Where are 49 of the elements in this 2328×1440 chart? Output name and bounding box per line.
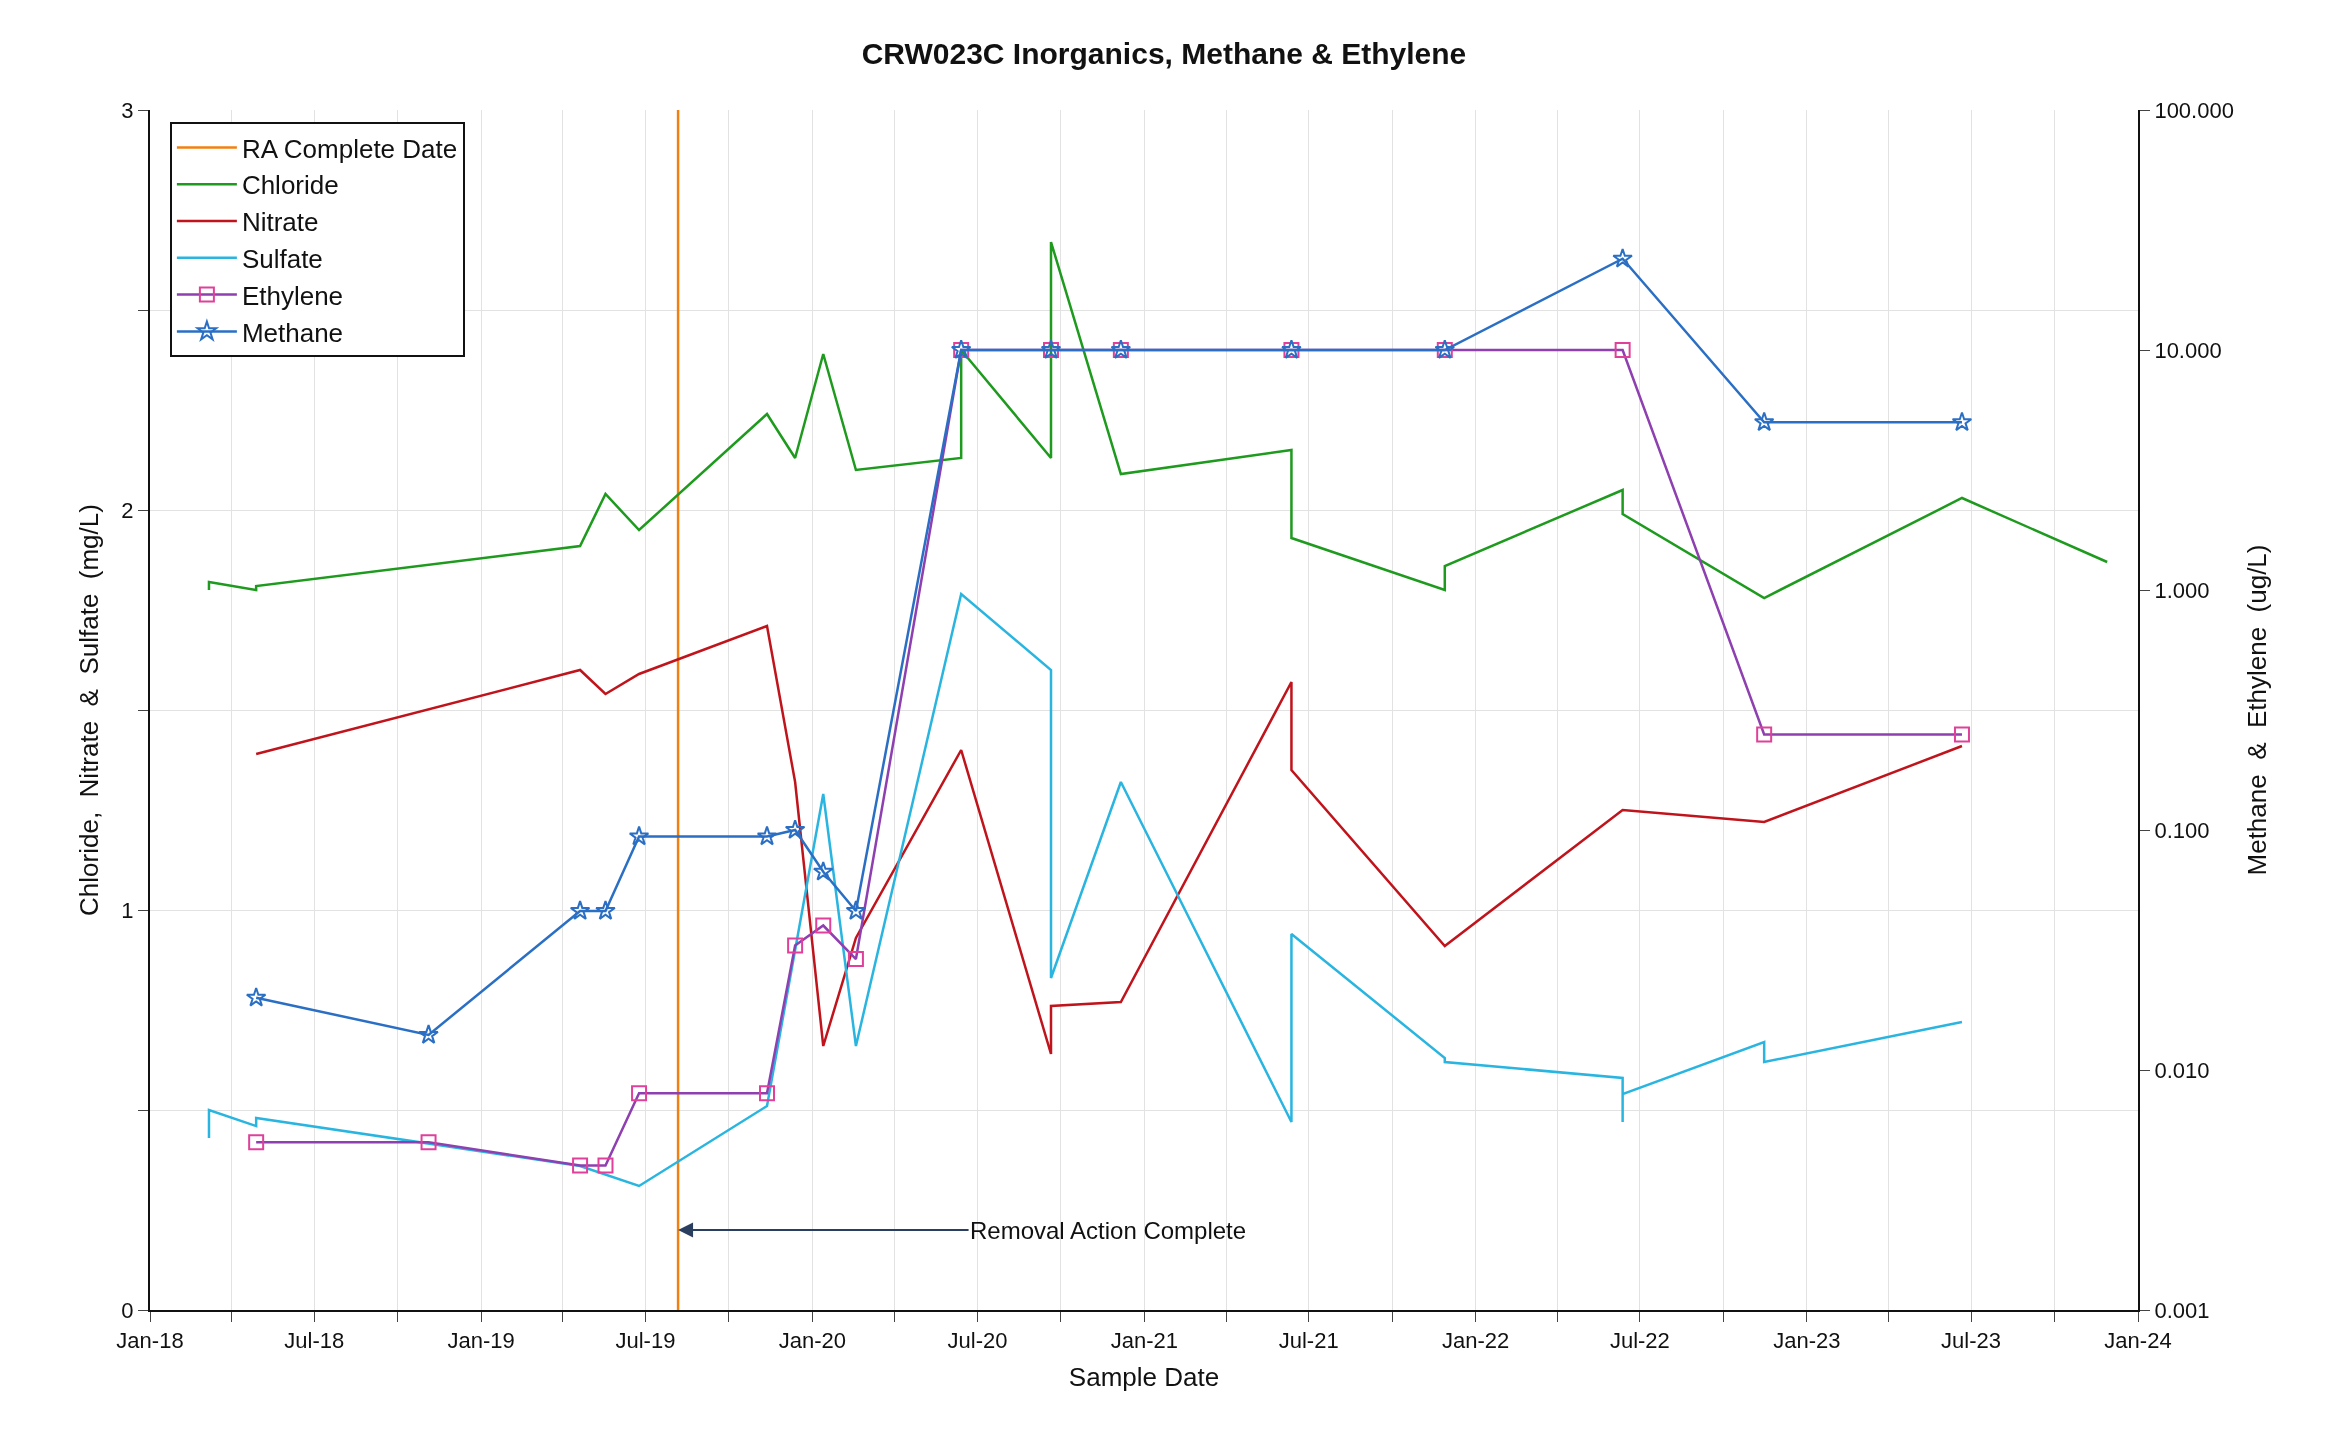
- line-series: [254, 624, 1964, 1056]
- y2-tick-label: 100.000: [2154, 97, 2234, 123]
- annotation: Removal Action Complete: [970, 1217, 1247, 1244]
- line-series: [207, 592, 1964, 1188]
- point: [245, 986, 267, 1007]
- point: [1612, 247, 1633, 268]
- chart-title: CRW023C Inorganics, Methane & Ethylene: [861, 37, 1467, 71]
- y-tick-label: 2: [121, 497, 134, 523]
- y-tick-label: 1: [121, 897, 134, 923]
- point: [628, 825, 650, 846]
- y-tick-label: 3: [121, 97, 134, 123]
- x-tick-label: Jan-21: [1110, 1328, 1179, 1354]
- x-tick-label: Jul-19: [615, 1328, 676, 1354]
- x-tick-label: Jan-24: [2104, 1328, 2172, 1354]
- x-tick-label: Jan-20: [778, 1328, 846, 1354]
- point: [1753, 411, 1775, 432]
- point: [569, 900, 591, 920]
- point: [812, 860, 834, 881]
- line-series: [207, 240, 2109, 600]
- x-tick-label: Jan-22: [1442, 1328, 1510, 1354]
- legend-label: Nitrate: [241, 207, 319, 238]
- legend-label: Ethylene: [241, 280, 344, 311]
- point: [1951, 411, 1973, 432]
- x-tick-label: Jul-18: [284, 1328, 345, 1354]
- point: [784, 819, 806, 839]
- point: [845, 900, 867, 920]
- y2-axis-title: Methane & Ethylene (ug/L): [2242, 544, 2273, 876]
- y2-tick-label: 0.100: [2154, 817, 2210, 843]
- y-axis-title: Chloride, Nitrate & Sulfate (mg/L): [74, 504, 105, 916]
- x-tick-label: Jul-20: [947, 1328, 1008, 1354]
- y2-tick-label: 0.001: [2154, 1297, 2210, 1323]
- legend-label: Chloride: [241, 170, 339, 201]
- legend-label: Sulfate: [241, 243, 323, 274]
- x-tick-label: Jan-23: [1773, 1328, 1841, 1354]
- x-tick-label: Jul-23: [1941, 1328, 2002, 1354]
- x-axis-title: Sample Date: [1068, 1361, 1220, 1392]
- y2-tick-label: 0.010: [2154, 1057, 2210, 1083]
- y-tick-label: 0: [121, 1297, 134, 1323]
- y2-tick-label: 1.000: [2154, 577, 2210, 603]
- point: [756, 825, 778, 846]
- x-tick-label: Jul-22: [1609, 1328, 1670, 1354]
- x-tick-label: Jan-19: [447, 1328, 515, 1354]
- point: [418, 1024, 439, 1044]
- x-tick-label: Jan-18: [116, 1328, 184, 1354]
- y2-tick-label: 10.000: [2154, 337, 2222, 363]
- x-tick-label: Jul-21: [1278, 1328, 1339, 1354]
- point: [595, 900, 616, 920]
- legend-label: RA Complete Date: [241, 133, 458, 164]
- legend-label: Methane: [241, 317, 344, 348]
